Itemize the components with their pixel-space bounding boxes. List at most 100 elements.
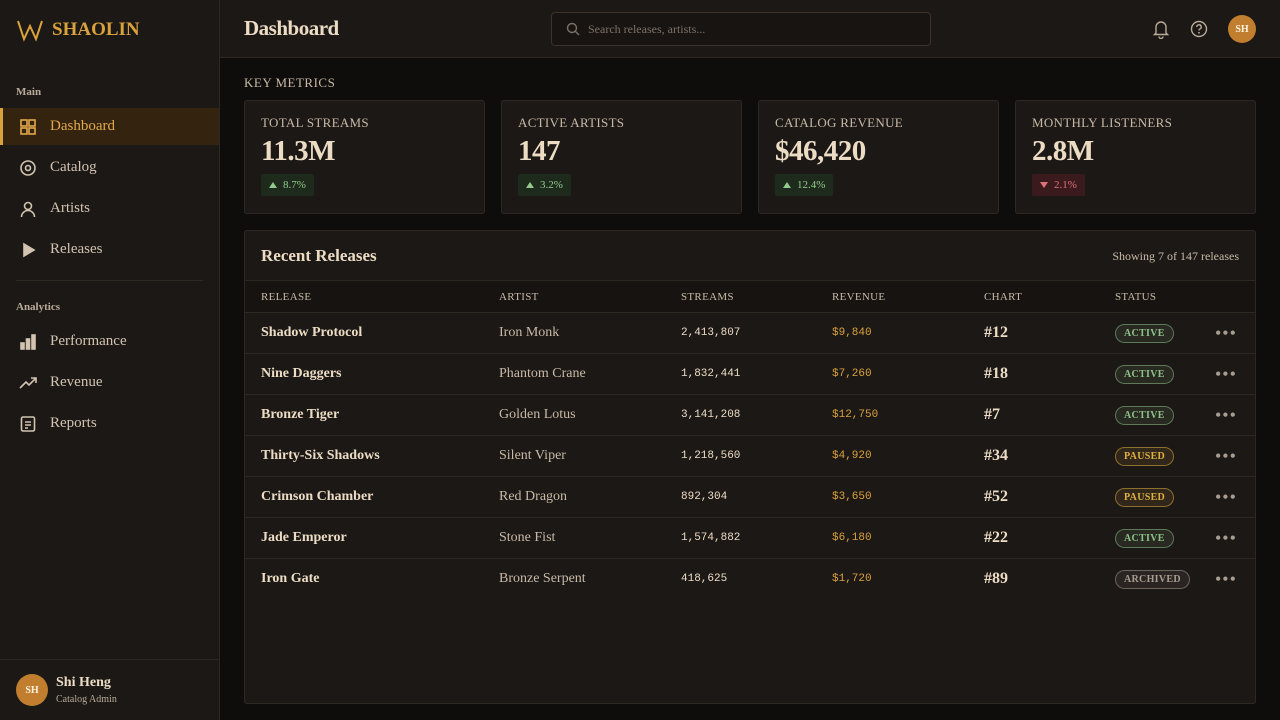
table-header: RELEASE ARTIST STREAMS REVENUE CHART STATUS	[245, 280, 1255, 312]
revenue: $9,840	[832, 327, 872, 339]
user-card[interactable]: SH Shi Heng Catalog Admin	[0, 659, 219, 720]
nav-section-label: Analytics	[16, 301, 60, 313]
nav-item[interactable]: Releases	[0, 231, 219, 268]
revenue: $4,920	[832, 450, 872, 462]
metric-change: 3.2%	[518, 174, 571, 196]
revenue: $3,650	[832, 491, 872, 503]
row-actions[interactable]: •••	[1215, 404, 1237, 425]
row-actions[interactable]: •••	[1215, 568, 1237, 589]
nav-item[interactable]: Catalog	[0, 149, 219, 186]
nav-icon	[20, 333, 36, 350]
nav-item[interactable]: Revenue	[0, 364, 219, 401]
user-name: Shi Heng	[56, 675, 111, 690]
table-row[interactable]: Jade Emperor Stone Fist 1,574,882 $6,180 #22…	[245, 517, 1255, 558]
row-actions[interactable]: •••	[1215, 527, 1237, 548]
chart-position: #7	[984, 406, 1000, 423]
nav-label: Releases	[50, 241, 103, 257]
table-row[interactable]: Iron Gate Bronze Serpent 418,625 $1,720 #89 A…	[245, 558, 1255, 599]
nav-label: Dashboard	[50, 118, 115, 134]
table-row[interactable]: Bronze Tiger Golden Lotus 3,141,208 $12,750…	[245, 394, 1255, 435]
chart-position: #22	[984, 529, 1008, 546]
column-header: REVENUE	[832, 290, 886, 303]
panel-title: Recent Releases	[261, 246, 377, 265]
table-row[interactable]: Shadow Protocol Iron Monk 2,413,807 $9,840 #…	[245, 312, 1255, 353]
releases-panel: Recent Releases Showing 7 of 147 release…	[244, 230, 1256, 704]
trend-arrow	[1040, 182, 1048, 188]
metric-change-value: 2.1%	[1054, 179, 1077, 191]
artist-name: Red Dragon	[499, 489, 568, 504]
metric-card: CATALOG REVENUE $46,420 12.4%	[758, 100, 999, 214]
metric-change-value: 3.2%	[540, 179, 563, 191]
streams: 2,413,807	[681, 327, 741, 339]
header-avatar[interactable]: SH	[1228, 15, 1256, 43]
nav-label: Reports	[50, 415, 97, 431]
artist-name: Bronze Serpent	[499, 571, 586, 586]
row-actions[interactable]: •••	[1215, 486, 1237, 507]
nav-item[interactable]: Dashboard	[0, 108, 219, 145]
status-badge: PAUSED	[1115, 446, 1175, 466]
chart-position: #89	[984, 570, 1008, 587]
user-role: Catalog Admin	[56, 694, 117, 705]
release-name: Bronze Tiger	[261, 407, 340, 422]
status-badge: ACTIVE	[1115, 528, 1174, 548]
row-actions[interactable]: •••	[1215, 445, 1237, 466]
user-avatar: SH	[16, 674, 48, 706]
release-name: Nine Daggers	[261, 366, 342, 381]
sidebar-nav: Main Dashboard Catalog Artists Releases Analy…	[0, 82, 219, 446]
metric-label: MONTHLY LISTENERS	[1032, 115, 1173, 130]
column-header: CHART	[984, 290, 1023, 303]
revenue: $6,180	[832, 532, 872, 544]
release-name: Iron Gate	[261, 571, 320, 586]
table-row[interactable]: Nine Daggers Phantom Crane 1,832,441 $7,260…	[245, 353, 1255, 394]
column-header: RELEASE	[261, 290, 312, 303]
chart-position: #52	[984, 488, 1008, 505]
table-row[interactable]: Crimson Chamber Red Dragon 892,304 $3,650 #5…	[245, 476, 1255, 517]
table-row[interactable]: Thirty-Six Shadows Silent Viper 1,218,560 $…	[245, 435, 1255, 476]
streams: 3,141,208	[681, 409, 741, 421]
search-box[interactable]: Search releases, artists...	[551, 12, 931, 46]
metric-label: TOTAL STREAMS	[261, 115, 369, 130]
nav-icon	[20, 159, 36, 176]
nav-divider	[16, 280, 203, 281]
metric-value: $46,420	[775, 135, 866, 167]
metric-card: MONTHLY LISTENERS 2.8M 2.1%	[1015, 100, 1256, 214]
status-badge: ACTIVE	[1115, 405, 1174, 425]
streams: 418,625	[681, 573, 728, 585]
notifications-button[interactable]	[1152, 19, 1170, 39]
nav-label: Catalog	[50, 159, 97, 175]
metric-change-value: 8.7%	[283, 179, 306, 191]
row-actions[interactable]: •••	[1215, 322, 1237, 343]
revenue: $1,720	[832, 573, 872, 585]
brand[interactable]: SHAOLIN	[16, 16, 140, 44]
chart-position: #12	[984, 324, 1008, 341]
nav-label: Revenue	[50, 374, 103, 390]
row-actions[interactable]: •••	[1215, 363, 1237, 384]
artist-name: Silent Viper	[499, 448, 566, 463]
chart-position: #18	[984, 365, 1008, 382]
page-title: Dashboard	[244, 16, 339, 40]
trend-arrow	[269, 182, 277, 188]
artist-name: Stone Fist	[499, 530, 556, 545]
streams: 1,218,560	[681, 450, 741, 462]
nav-section-label: Main	[16, 86, 42, 98]
sidebar: SHAOLIN Main Dashboard Catalog Artists Relea…	[0, 0, 220, 720]
metrics-title: KEY METRICS	[244, 75, 336, 90]
help-button[interactable]	[1190, 20, 1208, 38]
nav-item[interactable]: Performance	[0, 323, 219, 360]
nav-icon	[19, 376, 37, 389]
user-info: Shi Heng Catalog Admin	[56, 675, 117, 705]
nav-item[interactable]: Reports	[0, 405, 219, 442]
status-badge: ACTIVE	[1115, 364, 1174, 384]
artist-name: Golden Lotus	[499, 407, 576, 422]
streams: 1,832,441	[681, 368, 741, 380]
revenue: $12,750	[832, 409, 879, 421]
top-bar: Dashboard Search releases, artists... SH	[220, 0, 1280, 58]
streams: 892,304	[681, 491, 728, 503]
column-header: STREAMS	[681, 290, 734, 303]
nav-item[interactable]: Artists	[0, 190, 219, 227]
status-badge: ACTIVE	[1115, 323, 1174, 343]
artist-name: Iron Monk	[499, 325, 560, 340]
nav-icon	[20, 415, 36, 432]
